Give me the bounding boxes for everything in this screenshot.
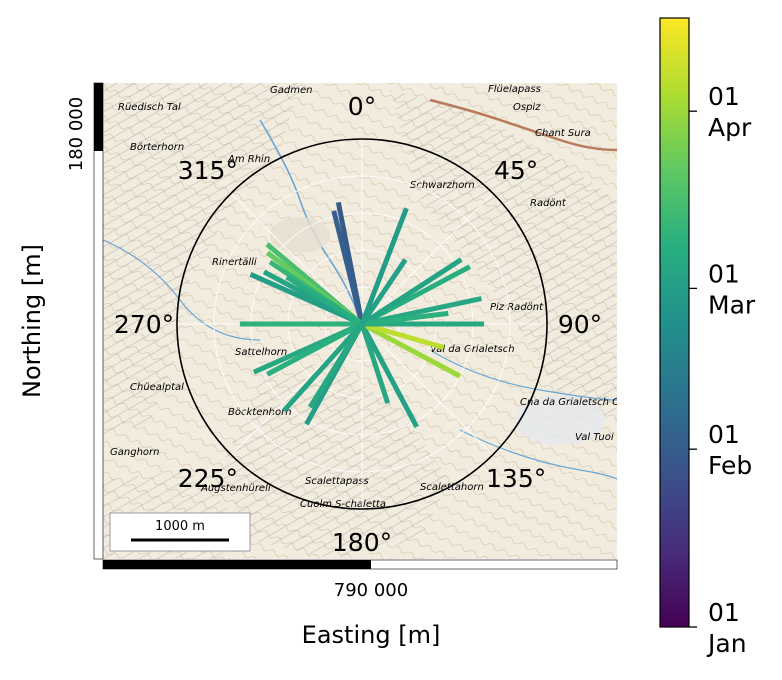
- x-axis-label: Easting [m]: [302, 621, 441, 649]
- polar-bar: [360, 321, 462, 379]
- polar-bar: [359, 258, 408, 326]
- map-label: Schwarzhorn: [410, 180, 475, 191]
- colorbar-tick-day: 01: [708, 259, 740, 288]
- polar-plot: 0° 45° 90° 135° 180° 225° 270° 315°: [114, 92, 602, 557]
- polar-bar: [307, 322, 365, 409]
- colorbar-tick-month: Apr: [708, 113, 752, 142]
- angle-label: 135°: [486, 464, 546, 493]
- polar-bars: [239, 201, 485, 429]
- polar-bar: [331, 210, 365, 325]
- map-label: Böcktenhorn: [228, 407, 292, 418]
- colorbar-gradient: [660, 18, 689, 627]
- polar-bar: [285, 274, 364, 327]
- colorbar-tick-month: Jan: [706, 629, 747, 658]
- map-label: Radönt: [530, 198, 567, 209]
- map-rock-east: [390, 90, 617, 420]
- scalebar-box: [109, 512, 251, 552]
- angle-label: 90°: [558, 310, 602, 339]
- colorbar-tick-day: 01: [708, 598, 740, 627]
- polar-bar: [266, 321, 364, 377]
- map-glacier: [515, 395, 605, 445]
- map-label: Ganghorn: [110, 447, 159, 458]
- map-road: [429, 98, 617, 152]
- map-label: Cuolm S-chaletta: [300, 499, 386, 510]
- polar-bar: [361, 321, 445, 350]
- angle-label: 45°: [494, 156, 538, 185]
- map-label: Scalettapass: [305, 476, 369, 487]
- map-label: Chant Sura: [535, 128, 591, 139]
- scalebar: 1000 m: [109, 512, 251, 552]
- colorbar-tick-day: 01: [708, 420, 740, 449]
- y-tick-label: 180 000: [66, 97, 87, 171]
- angle-labels: 0° 45° 90° 135° 180° 225° 270° 315°: [114, 92, 602, 557]
- x-coordinate-strip: 790 000 Easting [m]: [102, 559, 618, 649]
- polar-bar: [249, 272, 364, 327]
- angle-label: 270°: [114, 310, 174, 339]
- map-label: Sattelhorn: [235, 347, 287, 358]
- polar-grid-spoke: [361, 323, 494, 456]
- map-rock-south: [220, 360, 450, 559]
- polar-grid-spoke: [230, 192, 363, 325]
- x-tick-label: 790 000: [334, 580, 408, 601]
- x-strip-segment: [103, 560, 371, 569]
- angle-label: 225°: [178, 464, 238, 493]
- polar-grid-spoke: [361, 192, 494, 325]
- y-coordinate-strip: 180 000 Northing [m]: [18, 82, 104, 560]
- map-stream-west: [103, 239, 261, 341]
- colorbar-frame: [659, 17, 690, 628]
- map-label: Ospiz: [513, 102, 541, 113]
- map-label: Börterhorn: [130, 142, 184, 153]
- map-label: Rinertälli: [212, 257, 257, 268]
- map-label: Gadmen: [270, 85, 312, 96]
- colorbar-tick-day: 01: [708, 82, 740, 111]
- polar-outline: [176, 138, 548, 510]
- y-axis-label: Northing [m]: [18, 244, 46, 398]
- colorbar-tick-month: Mar: [708, 290, 756, 319]
- polar-bar: [359, 207, 409, 325]
- y-strip-frame: [93, 82, 104, 560]
- map-rock-west: [103, 83, 300, 440]
- map-label: Cna da Grialetsch CAS: [520, 397, 633, 408]
- polar-bar: [360, 257, 463, 327]
- polar-bar: [282, 322, 364, 413]
- angle-label: 315°: [178, 156, 238, 185]
- map-label: Augstenhüreli: [200, 483, 271, 494]
- polar-bar: [361, 310, 449, 327]
- map-label: Flüelapass: [488, 84, 541, 95]
- polar-bar: [359, 322, 419, 429]
- map-stream-southeast: [459, 429, 617, 490]
- angle-label: 180°: [332, 528, 392, 557]
- map-place-labels: Gadmen Rüedisch Tal Börterhorn Am Rhin Schwa…: [110, 84, 633, 510]
- map-label: Am Rhin: [227, 154, 270, 165]
- map-label: Chüealptal: [130, 382, 184, 393]
- y-strip-segment: [94, 83, 103, 151]
- map-label: Val da Grialetsch: [430, 344, 515, 355]
- map-pasture: [270, 217, 330, 253]
- map-label: Val Tuoi: [575, 432, 614, 443]
- polar-bar: [359, 323, 391, 404]
- map-label: Rüedisch Tal: [118, 102, 181, 113]
- scalebar-label: 1000 m: [155, 519, 205, 534]
- angle-label: 0°: [348, 92, 376, 121]
- map-label: Scalettahorn: [420, 482, 484, 493]
- colorbar-tick-month: Feb: [708, 451, 752, 480]
- map-stream-east: [429, 349, 617, 401]
- map-label: Piz Radönt: [490, 302, 544, 313]
